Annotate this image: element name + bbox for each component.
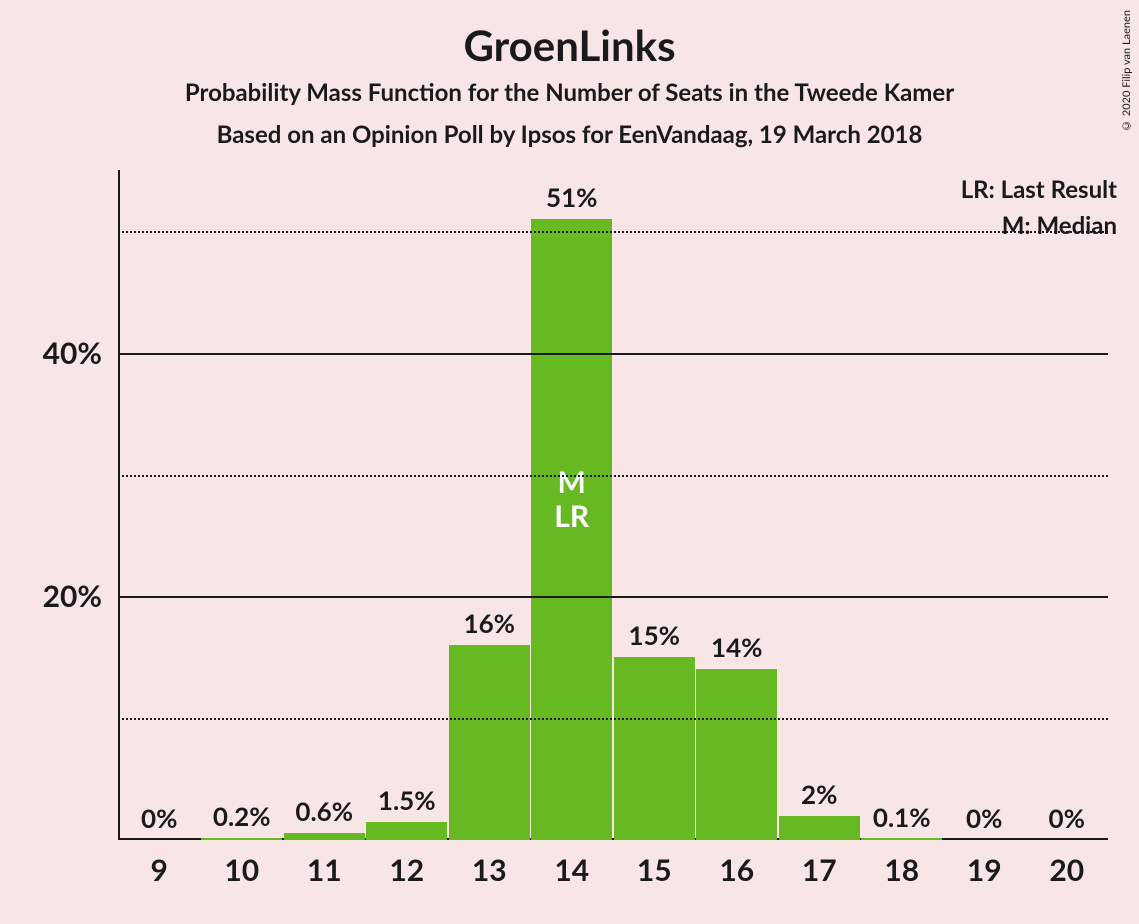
bar-slot: 14%16 bbox=[696, 170, 777, 840]
x-tick-label: 17 bbox=[802, 852, 837, 888]
gridline bbox=[118, 353, 1108, 355]
x-tick-label: 14 bbox=[554, 852, 589, 888]
bar-value-label: 16% bbox=[464, 607, 515, 639]
bar-value-label: 14% bbox=[711, 631, 762, 663]
bar bbox=[366, 822, 447, 840]
bar-slot: 15%15 bbox=[614, 170, 695, 840]
bar-value-label: 15% bbox=[629, 619, 680, 651]
gridline bbox=[118, 475, 1108, 477]
x-tick-label: 13 bbox=[472, 852, 507, 888]
gridline bbox=[118, 718, 1108, 720]
bar-slot: 2%17 bbox=[779, 170, 860, 840]
x-tick-label: 19 bbox=[967, 852, 1002, 888]
x-tick-label: 16 bbox=[719, 852, 754, 888]
copyright-text: © 2020 Filip van Laenen bbox=[1120, 10, 1133, 132]
bar-marker-line: LR bbox=[554, 499, 589, 534]
plot-area: 0%90.2%100.6%111.5%1216%1351%14MLR15%151… bbox=[118, 170, 1108, 840]
bar bbox=[779, 816, 860, 840]
chart-subtitle-1: Probability Mass Function for the Number… bbox=[0, 78, 1139, 107]
bar-value-label: 2% bbox=[801, 778, 837, 810]
x-tick-label: 15 bbox=[637, 852, 672, 888]
x-tick-label: 18 bbox=[884, 852, 919, 888]
bar bbox=[284, 833, 365, 840]
bar-value-label: 0.6% bbox=[295, 795, 353, 827]
bar bbox=[449, 645, 530, 840]
x-tick-label: 20 bbox=[1049, 852, 1084, 888]
bar-slot: 0%20 bbox=[1026, 170, 1107, 840]
bar-value-label: 51% bbox=[546, 181, 597, 213]
x-tick-label: 9 bbox=[151, 852, 168, 888]
y-tick-label: 20% bbox=[43, 578, 102, 614]
bar bbox=[614, 657, 695, 840]
x-tick-label: 12 bbox=[389, 852, 424, 888]
bar-slot: 0.6%11 bbox=[284, 170, 365, 840]
bar-value-label: 0% bbox=[141, 802, 177, 834]
bar bbox=[201, 838, 282, 840]
gridline bbox=[118, 596, 1108, 598]
bar-slot: 0.2%10 bbox=[201, 170, 282, 840]
x-tick-label: 11 bbox=[307, 852, 342, 888]
bar-value-label: 0% bbox=[1049, 802, 1085, 834]
gridline bbox=[118, 231, 1108, 233]
bar-slot: 0%9 bbox=[119, 170, 200, 840]
x-tick-label: 10 bbox=[224, 852, 259, 888]
chart-container: GroenLinks Probability Mass Function for… bbox=[0, 0, 1139, 924]
bar-slot: 1.5%12 bbox=[366, 170, 447, 840]
bar-slot: 16%13 bbox=[449, 170, 530, 840]
bar-slot: 0%19 bbox=[944, 170, 1025, 840]
bars-layer: 0%90.2%100.6%111.5%1216%1351%14MLR15%151… bbox=[118, 170, 1108, 840]
bar-value-label: 0.1% bbox=[873, 801, 931, 833]
chart-title: GroenLinks bbox=[0, 20, 1139, 70]
bar-value-label: 0.2% bbox=[213, 800, 271, 832]
bar-value-label: 1.5% bbox=[378, 784, 436, 816]
bar-slot: 51%14MLR bbox=[531, 170, 612, 840]
bar-marker-line: M bbox=[554, 465, 589, 500]
chart-subtitle-2: Based on an Opinion Poll by Ipsos for Ee… bbox=[0, 120, 1139, 149]
bar bbox=[861, 838, 942, 840]
bar bbox=[696, 669, 777, 840]
y-tick-label: 40% bbox=[43, 335, 102, 371]
bar-slot: 0.1%18 bbox=[861, 170, 942, 840]
bar-value-label: 0% bbox=[966, 802, 1002, 834]
